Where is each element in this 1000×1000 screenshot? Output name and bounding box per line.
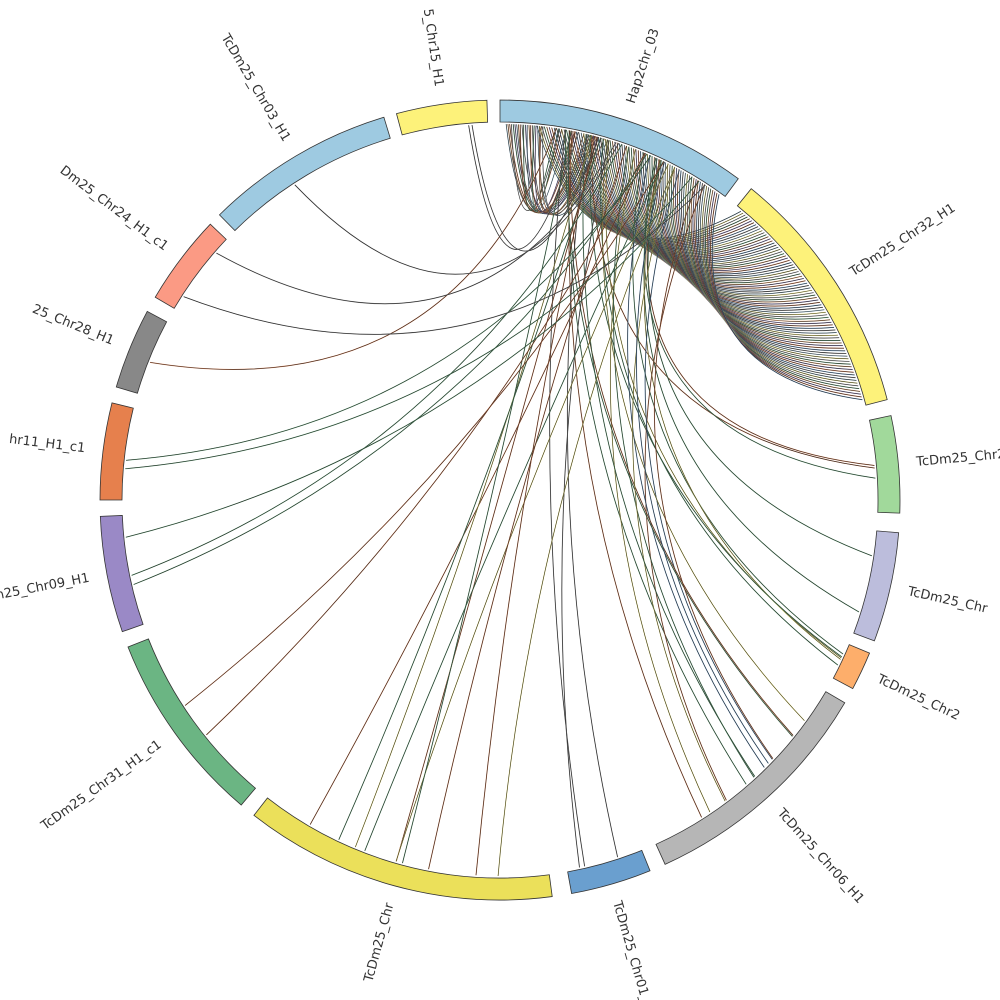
link-edge xyxy=(561,140,610,868)
link-edge xyxy=(125,176,693,470)
link-edge xyxy=(511,124,560,211)
link-edge xyxy=(523,124,557,211)
link-edge xyxy=(644,157,876,479)
link-ribbon xyxy=(428,145,627,870)
link-edge xyxy=(133,153,648,585)
link-edge xyxy=(471,124,600,252)
link-edge xyxy=(355,135,593,848)
segment-arc xyxy=(567,849,651,895)
segment-label: 5_Chr15_H1 xyxy=(420,8,446,88)
segment-arc xyxy=(832,644,871,690)
segment-arc xyxy=(499,99,739,197)
segment-arc xyxy=(154,223,227,309)
link-edge xyxy=(602,139,805,721)
segment-arc xyxy=(655,691,846,865)
link-edge xyxy=(582,133,756,777)
link-edge xyxy=(565,129,793,737)
link-edge xyxy=(216,142,617,305)
segment-label: TcDm25_Chr01_H1 xyxy=(609,898,658,1000)
link-edge xyxy=(600,138,839,666)
link-edge xyxy=(632,167,726,802)
link-edge xyxy=(309,153,646,825)
link-ribbon xyxy=(395,136,599,862)
link-ribbon xyxy=(184,161,665,706)
segment-arc xyxy=(99,515,144,633)
link-edge xyxy=(647,160,872,557)
segment-label: TcDm25_Chr xyxy=(361,901,397,985)
link-ribbon xyxy=(475,136,596,876)
link-edge xyxy=(525,124,594,214)
segment-arc xyxy=(736,188,888,406)
segment-label: TcDm25_Chr31_H1_c1 xyxy=(38,737,165,834)
link-ribbon xyxy=(549,129,586,867)
segment-label: Hap2chr_03 xyxy=(624,27,663,106)
link-ribbon xyxy=(354,135,593,848)
segment-arc xyxy=(853,530,900,642)
segment-label: TcDm25_Chr09_H1 xyxy=(0,571,91,609)
link-edge xyxy=(497,166,676,877)
link-edge xyxy=(131,144,622,576)
link-edge xyxy=(184,161,665,706)
link-edge xyxy=(468,125,579,250)
link-edge xyxy=(613,146,755,778)
segment-label: TcDm25_Chr xyxy=(905,584,989,617)
segment-arc xyxy=(253,797,553,901)
segment-arc xyxy=(127,638,257,806)
link-edge xyxy=(610,149,711,813)
segment-arc xyxy=(218,116,391,232)
link-edge xyxy=(475,136,596,876)
link-edge xyxy=(654,180,774,759)
link-edge xyxy=(183,184,706,335)
segment-label: TcDm25_Chr32_H1 xyxy=(846,201,958,280)
segment-label: TcDm25_Chr2 xyxy=(874,672,962,724)
link-edge xyxy=(396,136,598,862)
link-edge xyxy=(150,128,557,370)
link-edge xyxy=(428,145,627,870)
segment-arc xyxy=(395,99,489,136)
link-edge xyxy=(644,184,727,801)
link-edge xyxy=(338,137,601,840)
link-edge xyxy=(644,169,773,760)
link-edge xyxy=(549,129,585,867)
segment-layer xyxy=(99,99,901,901)
segment-arc xyxy=(115,310,168,394)
link-edge xyxy=(636,161,769,764)
segment-arc xyxy=(869,415,901,514)
segment-label: TcDm25_Chr2 xyxy=(915,447,1000,470)
link-edge xyxy=(632,152,844,655)
link-layer xyxy=(125,123,876,877)
segment-label: TcDm25_Chr06_H1 xyxy=(773,805,867,907)
segment-label: TcDm25_Chr03_H1 xyxy=(217,31,293,145)
link-edge xyxy=(402,130,572,864)
link-edge xyxy=(364,161,664,851)
segment-label: hr11_H1_c1 xyxy=(8,432,86,456)
link-edge xyxy=(294,143,619,275)
link-edge xyxy=(125,180,700,538)
link-edge xyxy=(126,155,652,461)
link-edge xyxy=(567,134,618,858)
link-ribbon xyxy=(183,184,706,335)
link-edge xyxy=(206,152,646,736)
segment-label: Dm25_Chr24_H1_c1 xyxy=(57,163,171,254)
segment-arc xyxy=(99,402,134,501)
link-edge xyxy=(711,194,863,401)
link-edge xyxy=(627,155,765,768)
segment-label: 25_Chr28_H1 xyxy=(30,302,116,349)
